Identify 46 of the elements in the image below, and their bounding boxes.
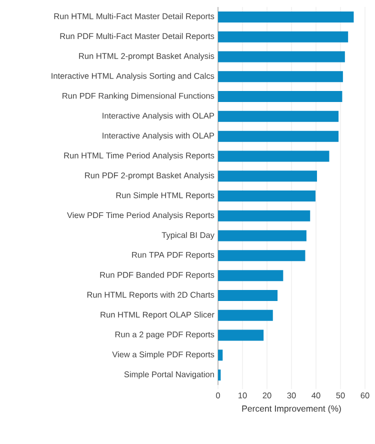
bar <box>218 370 221 381</box>
bar <box>218 130 339 142</box>
bar <box>218 210 310 222</box>
x-tick-label: 40 <box>312 392 320 398</box>
x-tick-label: 20 <box>262 392 272 398</box>
y-tick-label: Run PDF Multi-Fact Master Detail Reports <box>60 32 214 41</box>
y-tick-label: Run PDF Banded PDF Reports <box>100 272 214 280</box>
y-tick-label: Run PDF 2-prompt Basket Analysis <box>85 172 214 180</box>
y-tick-label: Typical BI Day <box>162 232 214 240</box>
y-tick-label: Run HTML Reports with 2D Charts <box>87 292 214 300</box>
y-tick-label: Run Simple HTML Reports <box>116 192 214 200</box>
bar <box>218 290 278 301</box>
bar <box>218 250 306 262</box>
y-tick-label: Run PDF Ranking Dimensional Functions <box>62 92 214 100</box>
bar <box>218 11 354 22</box>
bar <box>218 190 316 202</box>
y-tick-label: Run HTML Multi-Fact Master Detail Reports <box>54 13 214 21</box>
y-tick-label: View PDF Time Period Analysis Reports <box>66 212 214 220</box>
bar <box>218 170 317 182</box>
bar <box>218 270 284 282</box>
y-tick-label: Run TPA PDF Reports <box>132 252 214 260</box>
x-tick-label: 60 <box>360 392 370 398</box>
y-tick-label: View a Simple PDF Reports <box>112 351 214 360</box>
y-tick-label: Interactive HTML Analysis Sorting and Calcs <box>52 72 214 80</box>
y-tick-label: Run HTML Report OLAP Slicer <box>100 312 214 320</box>
x-tick-label: 30 <box>287 392 296 398</box>
bar <box>218 110 339 122</box>
bar <box>218 51 345 62</box>
y-tick-label: Run HTML Time Period Analysis Reports <box>64 152 214 160</box>
bar <box>218 91 342 102</box>
bar <box>218 330 264 341</box>
bar <box>218 31 348 42</box>
y-tick-label: Interactive Analysis with OLAP <box>102 132 214 140</box>
y-tick-label: Run a 2 page PDF Reports <box>115 332 214 340</box>
x-tick-label: 0 <box>216 392 220 398</box>
y-tick-label: Simple Portal Navigation <box>124 371 214 379</box>
x-tick-label: 50 <box>336 392 345 398</box>
bar <box>218 71 343 82</box>
x-axis-title: Percent Improvement (%) <box>242 405 341 414</box>
bar <box>218 310 273 321</box>
bar <box>218 150 330 162</box>
y-tick-label: Interactive Analysis with OLAP <box>102 112 214 120</box>
bar <box>218 350 223 361</box>
bar <box>218 230 306 242</box>
y-tick-label: Run HTML 2-prompt Basket Analysis <box>79 52 214 61</box>
x-tick-label: 10 <box>238 392 247 398</box>
